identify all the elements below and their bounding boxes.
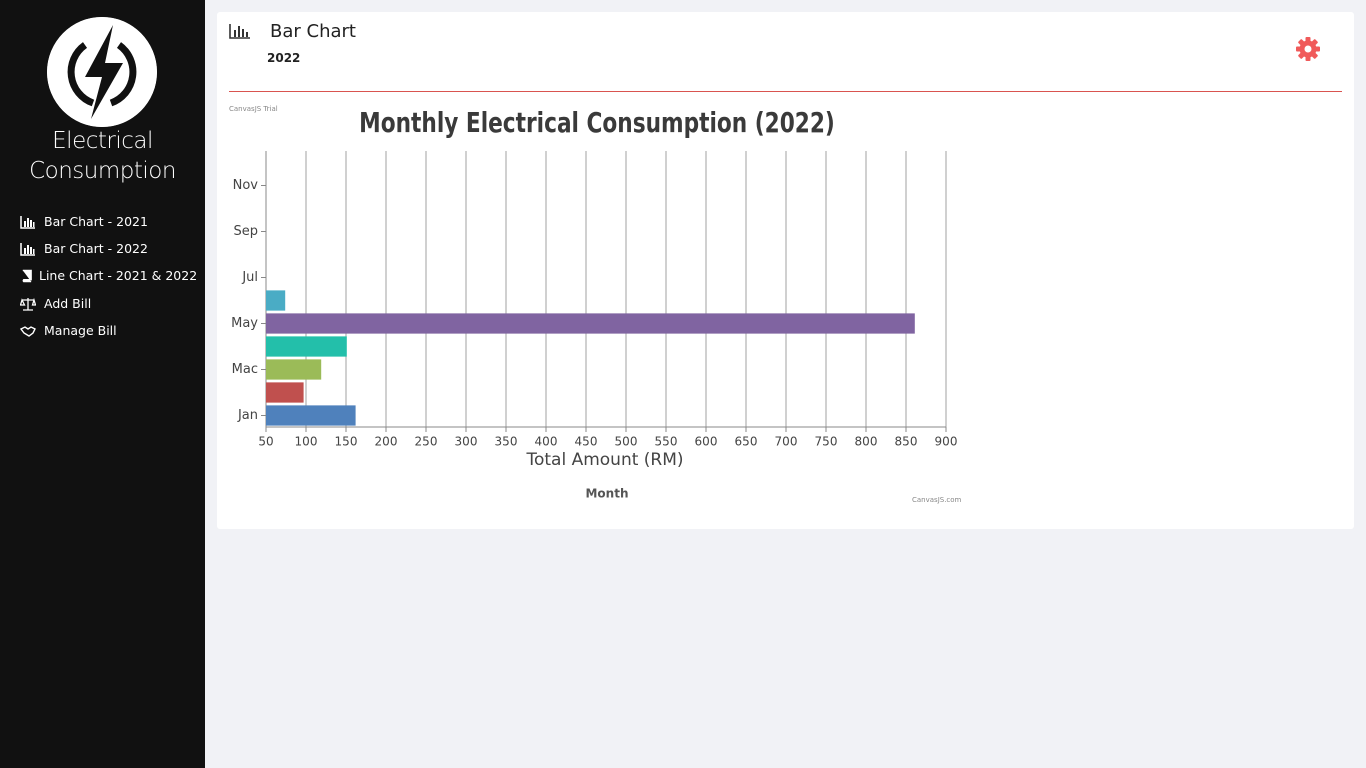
x-tick-label: 100 [295,435,318,449]
x-tick-label: 200 [375,435,398,449]
x-tick-label: 600 [695,435,718,449]
x-tick-label: 250 [415,435,438,449]
x-tick-label: 850 [895,435,918,449]
chart-card: Bar Chart 2022 CanvasJS Trial CanvasJS.c… [217,12,1354,529]
settings-button[interactable] [1295,36,1321,62]
x-tick-label: 700 [775,435,798,449]
x-tick-label: 450 [575,435,598,449]
watermark: CanvasJS.com [912,496,962,504]
bar [266,382,304,403]
chart: CanvasJS Trial CanvasJS.com Monthly Elec… [229,105,962,504]
chart-icon [229,24,250,39]
x-tick-label: 550 [655,435,678,449]
y-tick-label: Mac [232,362,258,377]
x-tick-label: 500 [615,435,638,449]
brand-line: Electrical [52,128,153,154]
nav-item[interactable]: Add Bill [20,296,91,311]
bar [266,359,322,380]
brand-line: Consumption [29,158,176,184]
icon [20,325,36,337]
icon [20,297,36,311]
nav-label: Add Bill [44,296,92,311]
x-tick-label: 400 [535,435,558,449]
x-tick-label: 150 [335,435,358,449]
nav-item[interactable]: Manage Bill [20,323,117,338]
y-axis-title: Month [585,487,628,501]
x-axis-title: Total Amount (RM) [525,450,683,470]
y-tick-label: Jan [237,408,258,423]
bar [266,405,356,426]
icon [20,242,35,256]
nav-label: Bar Chart - 2022 [44,241,148,256]
nav-label: Manage Bill [44,323,117,338]
x-tick-label: 350 [495,435,518,449]
watermark: CanvasJS Trial [229,105,278,113]
nav-label: Line Chart - 2021 & 2022 [39,268,198,283]
x-tick-label: 900 [935,435,958,449]
y-tick-label: Sep [233,224,258,239]
x-tick-label: 300 [455,435,478,449]
y-tick-label: Nov [233,178,259,193]
page-subtitle: 2022 [267,51,301,65]
x-tick-label: 650 [735,435,758,449]
sidebar: Electrical Consumption Bar Chart - 2021 … [0,0,205,768]
y-tick-label: Jul [241,270,258,285]
page-title: Bar Chart [270,21,356,42]
bar [266,336,347,357]
logo [47,17,157,127]
bar [266,313,915,334]
chart-title: Monthly Electrical Consumption (2022) [359,107,835,139]
x-tick-label: 50 [258,435,273,449]
nav-item[interactable]: Bar Chart - 2022 [20,241,148,256]
nav-item[interactable]: Bar Chart - 2021 [20,214,148,229]
divider [229,91,1342,92]
x-tick-label: 800 [855,435,878,449]
nav-label: Bar Chart - 2021 [44,214,148,229]
bar [266,290,286,311]
nav-item[interactable]: Line Chart - 2021 & 2022 [20,268,197,283]
x-tick-label: 750 [815,435,838,449]
icon [22,269,32,282]
icon [20,215,35,229]
y-tick-label: May [231,316,258,331]
